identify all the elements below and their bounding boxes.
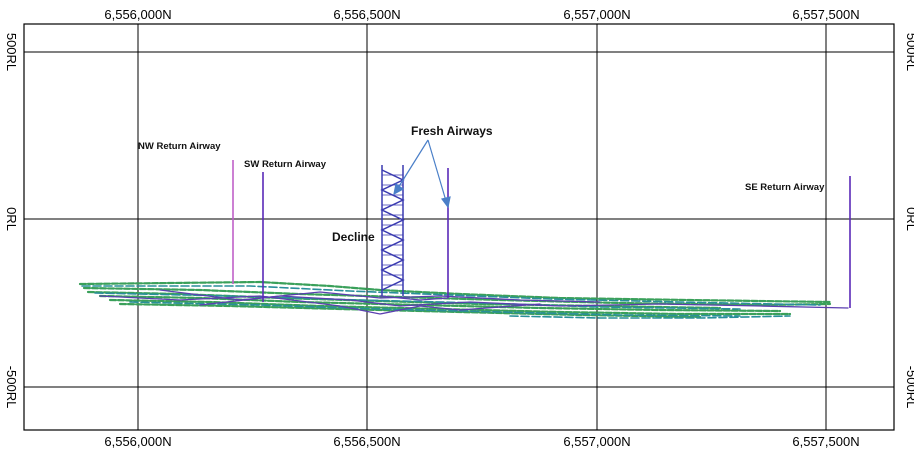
grid <box>24 24 894 430</box>
decline-helix <box>380 165 405 296</box>
right-label-minus500rl: -500RL <box>904 366 914 409</box>
underground-workings <box>78 280 849 319</box>
decline-label: Decline <box>332 230 375 244</box>
nw-return-airway-label: NW Return Airway <box>138 141 221 152</box>
left-label-500rl: 500RL <box>4 33 19 71</box>
access-ramps <box>99 289 849 315</box>
sw-return-airway-label: SW Return Airway <box>244 159 327 170</box>
right-label-500rl: 500RL <box>904 33 914 71</box>
left-label-0rl: 0RL <box>4 207 19 231</box>
top-label-6557000: 6,557,000N <box>563 7 630 22</box>
fresh-airway-arrows <box>393 139 451 209</box>
top-label-6556000: 6,556,000N <box>104 7 171 22</box>
top-label-6557500: 6,557,500N <box>792 7 859 22</box>
right-label-0rl: 0RL <box>904 207 914 231</box>
fresh-airways-label: Fresh Airways <box>411 124 493 138</box>
bottom-label-6557000: 6,557,000N <box>563 434 630 449</box>
bottom-label-6556500: 6,556,500N <box>333 434 400 449</box>
bottom-label-6556000: 6,556,000N <box>104 434 171 449</box>
left-label-minus500rl: -500RL <box>4 366 19 409</box>
se-return-airway-label: SE Return Airway <box>745 182 825 193</box>
frame <box>23 23 895 431</box>
development-drives-teal <box>81 285 821 319</box>
bottom-label-6557500: 6,557,500N <box>792 434 859 449</box>
top-label-6556500: 6,556,500N <box>333 7 400 22</box>
